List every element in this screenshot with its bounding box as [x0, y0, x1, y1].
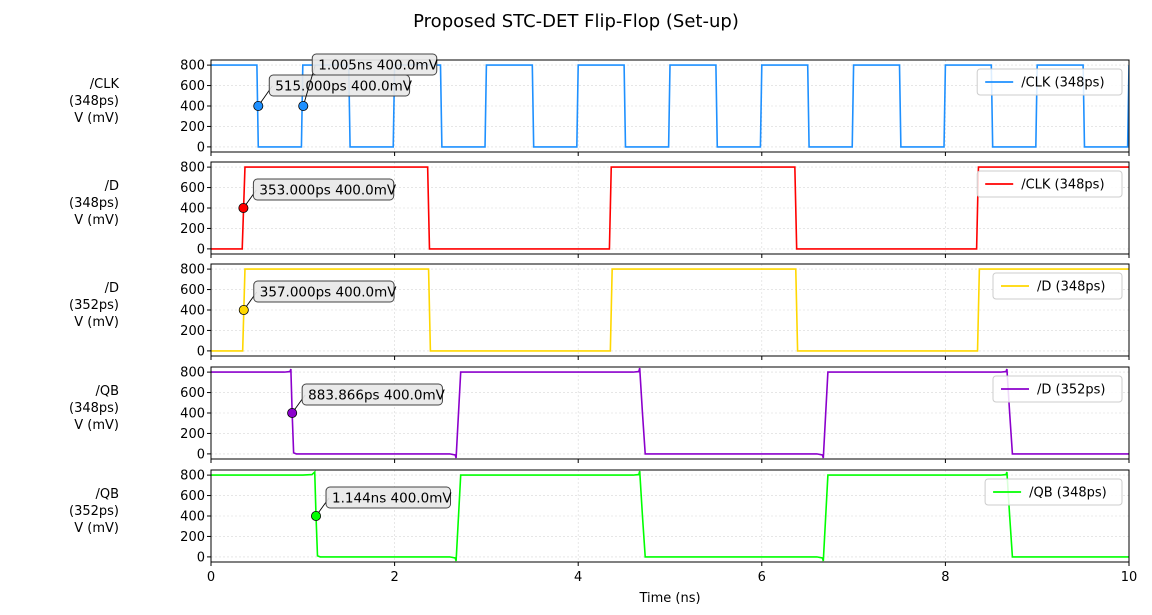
plot-frame — [210, 59, 1130, 153]
y-tick-label: 600 — [180, 181, 205, 196]
y-tick-label: 600 — [180, 489, 205, 504]
legend-box — [976, 68, 1123, 96]
legend-label: /D (352ps) — [1037, 383, 1106, 398]
y-tick-label: 400 — [180, 510, 205, 525]
y-tick-label: 800 — [180, 161, 205, 176]
legend-label: /QB (348ps) — [1029, 486, 1107, 501]
annotation-box — [311, 53, 438, 76]
y-axis-label: V (mV) — [74, 111, 119, 126]
plot-frame — [210, 161, 1130, 255]
plot-frame — [210, 469, 1130, 563]
legend-box — [992, 272, 1123, 300]
y-tick-label: 400 — [180, 100, 205, 115]
annotation-box — [325, 486, 452, 509]
y-tick-label: 0 — [197, 344, 205, 359]
y-tick-label: 200 — [180, 222, 205, 237]
figure-title: Proposed STC-DET Flip-Flop (Set-up) — [413, 11, 739, 32]
annotation-box — [301, 383, 443, 406]
y-tick-label: 400 — [180, 407, 205, 422]
x-axis-label: Time (ns) — [638, 591, 700, 606]
annotation-marker — [253, 101, 264, 112]
annotation-marker — [238, 304, 249, 315]
annotation-marker — [238, 202, 249, 213]
y-axis-label: /D — [105, 179, 119, 194]
y-axis-label: (348ps) — [69, 196, 119, 211]
y-tick-label: 0 — [197, 140, 205, 155]
y-tick-label: 400 — [180, 304, 205, 319]
y-tick-label: 800 — [180, 366, 205, 381]
y-tick-label: 0 — [197, 550, 205, 565]
panel-3: 0 200 400 600 800/QB (348ps) V (mV) 883.866ps 4… — [69, 366, 1130, 463]
y-axis-label: V (mV) — [74, 213, 119, 228]
y-tick-label: 200 — [180, 324, 205, 339]
plot-frame — [210, 263, 1130, 357]
legend-label: /CLK (348ps) — [1021, 178, 1104, 193]
y-axis-label: /CLK — [90, 77, 120, 92]
x-tick-label: 8 — [941, 570, 949, 585]
y-tick-label: 200 — [180, 530, 205, 545]
plot-frame — [210, 366, 1130, 460]
y-axis-label: (352ps) — [69, 504, 119, 519]
panel-0: 0 200 400 600 800/CLK (348ps) V (mV) 515.000ps … — [69, 53, 1130, 156]
x-tick-label: 6 — [758, 570, 766, 585]
y-tick-label: 400 — [180, 202, 205, 217]
y-axis-label: /QB — [95, 487, 119, 502]
panel-2: 0 200 400 600 800/D (352ps) V (mV) 357.000ps 40… — [69, 263, 1130, 360]
legend-box — [984, 478, 1123, 506]
x-tick-label: 4 — [574, 570, 582, 585]
annotation-label: 1.144ns 400.0mV — [332, 491, 452, 507]
y-tick-label: 600 — [180, 79, 205, 94]
annotation-label: 353.000ps 400.0mV — [259, 183, 397, 199]
annotation-marker — [298, 101, 309, 112]
series-line — [211, 367, 1129, 459]
y-axis-label: V (mV) — [74, 521, 119, 536]
y-tick-label: 800 — [180, 59, 205, 74]
annotation-box — [253, 280, 395, 303]
series-line — [211, 268, 1129, 352]
legend-label: /D (348ps) — [1037, 280, 1106, 295]
y-tick-label: 800 — [180, 469, 205, 484]
annotation-label: 1.005ns 400.0mV — [318, 58, 438, 74]
y-tick-label: 200 — [180, 120, 205, 135]
y-tick-label: 200 — [180, 427, 205, 442]
annotation-marker — [287, 407, 298, 418]
series-line — [211, 470, 1129, 562]
y-tick-label: 600 — [180, 386, 205, 401]
annotation-marker — [311, 510, 322, 521]
panel-1: 0 200 400 600 800/D (348ps) V (mV) 353.000ps 40… — [69, 161, 1130, 258]
y-tick-label: 0 — [197, 242, 205, 257]
annotation-label: 357.000ps 400.0mV — [260, 285, 398, 301]
y-tick-label: 800 — [180, 263, 205, 278]
y-tick-label: 0 — [197, 447, 205, 462]
x-tick-label: 2 — [390, 570, 398, 585]
annotation-label: 515.000ps 400.0mV — [275, 79, 413, 95]
series-line — [211, 166, 1129, 250]
annotation-box — [252, 178, 395, 201]
x-tick-label: 0 — [207, 570, 215, 585]
y-axis-label: V (mV) — [74, 418, 119, 433]
y-tick-label: 600 — [180, 283, 205, 298]
y-axis-label: (352ps) — [69, 298, 119, 313]
y-axis-label: /QB — [95, 384, 119, 399]
y-axis-label: (348ps) — [69, 94, 119, 109]
x-tick-label: 10 — [1121, 570, 1138, 585]
y-axis-label: /D — [105, 281, 119, 296]
y-axis-label: V (mV) — [74, 315, 119, 330]
legend-box — [976, 170, 1123, 198]
y-axis-label: (348ps) — [69, 401, 119, 416]
annotation-label: 883.866ps 400.0mV — [308, 388, 446, 404]
panel-4: 0 200 400 600 800 0 2 4 6 8 10/QB (352ps) V (mV) 1.14… — [69, 469, 1137, 585]
legend-label: /CLK (348ps) — [1021, 76, 1104, 91]
legend-box — [992, 375, 1123, 403]
